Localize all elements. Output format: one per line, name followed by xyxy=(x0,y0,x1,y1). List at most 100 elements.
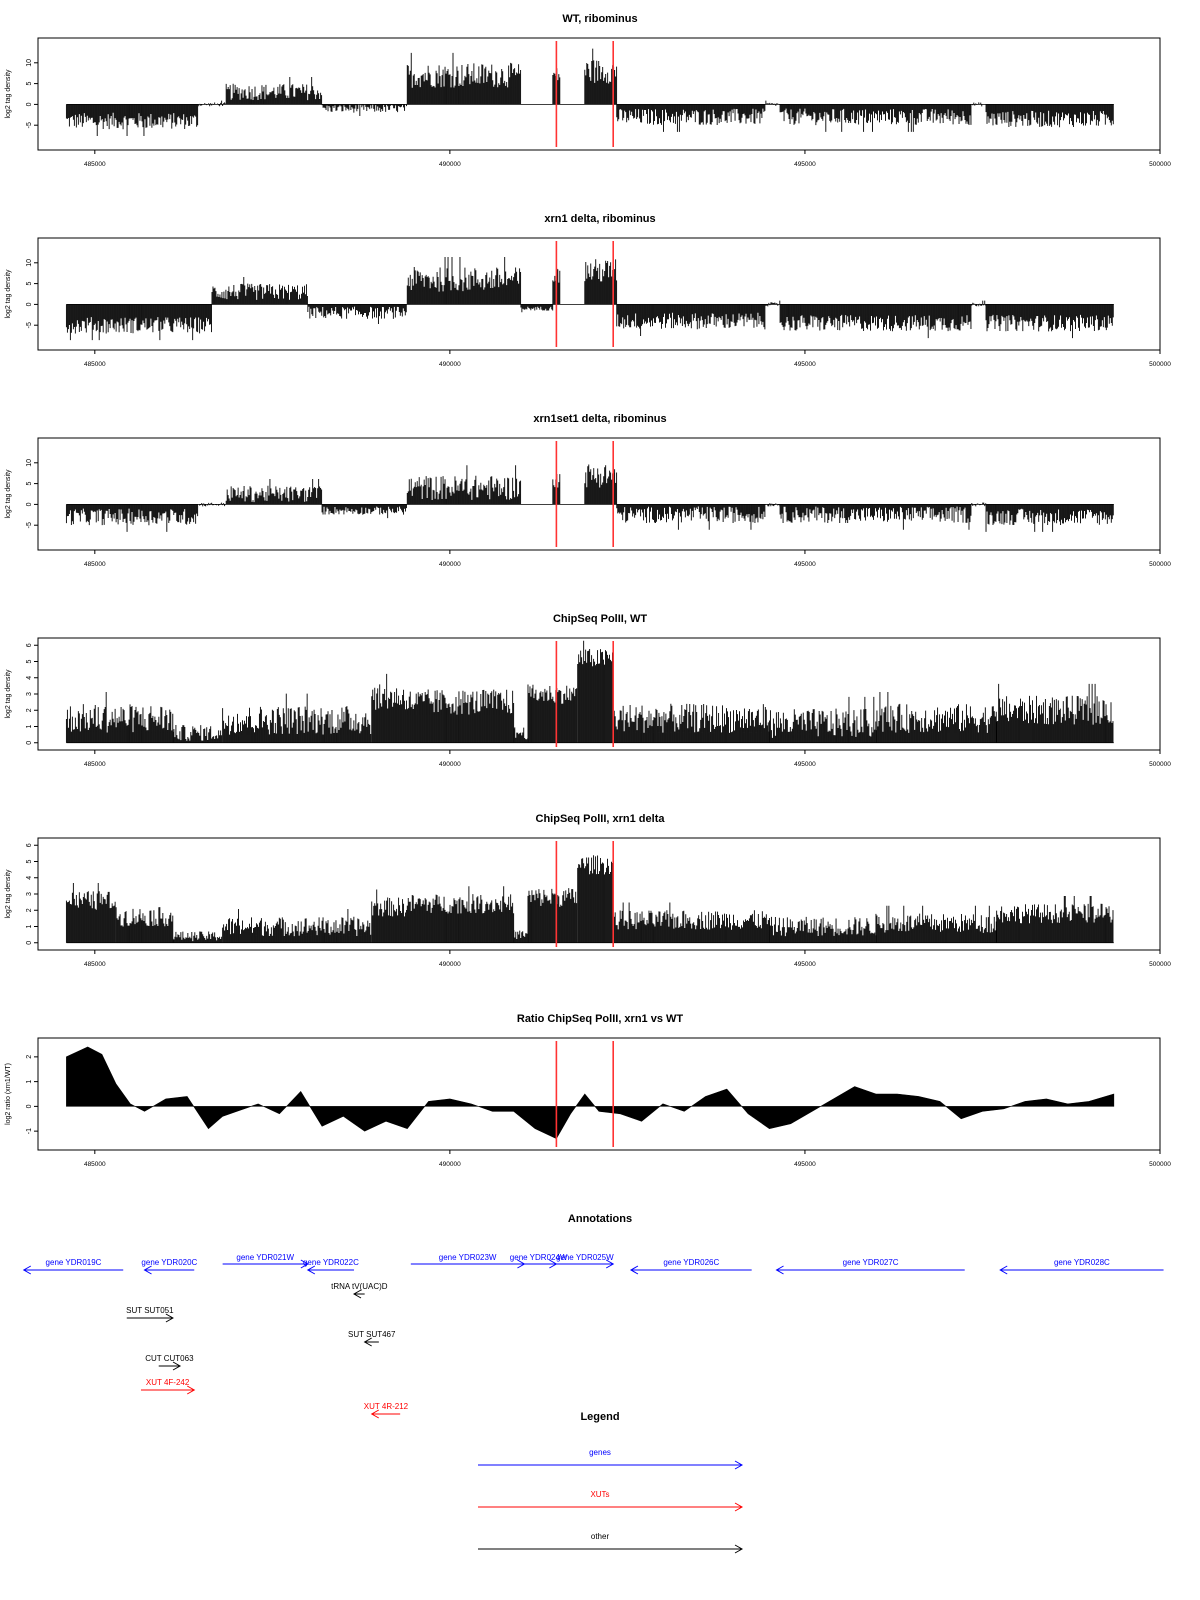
y-axis-label: log2 ratio (xrn1/WT) xyxy=(5,1063,12,1125)
x-tick-label: 490000 xyxy=(439,961,461,968)
signal-segment xyxy=(616,104,766,132)
annotation-feature: gene YDR026C xyxy=(629,1258,752,1275)
y-axis-label: log2 tag density xyxy=(5,869,12,919)
signal-segment xyxy=(513,930,529,943)
y-tick-label: 0 xyxy=(26,302,33,306)
signal-segment xyxy=(779,304,972,339)
chart-title: xrn1set1 delta, ribominus xyxy=(533,413,666,425)
annotation-feature: gene YDR028C xyxy=(999,1258,1164,1275)
annotation-label: gene YDR027C xyxy=(843,1258,899,1267)
annotation-feature: SUT SUT051 xyxy=(126,1306,174,1323)
y-tick-label: 5 xyxy=(26,282,33,286)
annotation-label: gene YDR021W xyxy=(236,1253,294,1262)
signal-segment xyxy=(172,725,223,743)
ratio-area xyxy=(66,1046,1115,1139)
signal-segment xyxy=(307,304,407,324)
plot-frame xyxy=(37,237,1161,351)
x-tick-label: 500000 xyxy=(1149,1161,1171,1168)
signal-segment xyxy=(527,684,578,743)
annotations-panel: Annotations gene YDR019C gene YDR020C gene … xyxy=(22,1213,1164,1419)
chart-panel-4: ChipSeq PolII, WT 0 1 2 3 4 5 6 log2 tag density… xyxy=(5,613,1171,768)
signal-segment xyxy=(584,48,618,105)
signal-segment xyxy=(65,882,116,943)
chart-title: WT, ribominus xyxy=(562,13,637,25)
y-tick-label: 4 xyxy=(26,676,33,680)
signal-segment xyxy=(875,905,997,943)
signal-segment xyxy=(406,886,515,943)
chart-title: xrn1 delta, ribominus xyxy=(544,213,655,225)
y-tick-label: 3 xyxy=(26,892,33,896)
annotation-label: gene YDR022C xyxy=(303,1258,359,1267)
signal-segment xyxy=(513,727,529,743)
annotation-feature: tRNA tV(UAC)D xyxy=(331,1282,388,1299)
x-tick-label: 485000 xyxy=(84,1161,106,1168)
signal-segment xyxy=(985,304,1114,339)
signal-segment xyxy=(406,689,515,743)
y-tick-label: 10 xyxy=(26,259,33,267)
chart-title: ChipSeq PolII, WT xyxy=(553,613,647,625)
y-tick-label: 5 xyxy=(26,859,33,863)
x-tick-label: 485000 xyxy=(84,561,106,568)
annotation-feature: SUT SUT467 xyxy=(348,1330,396,1347)
x-tick-label: 490000 xyxy=(439,1161,461,1168)
legend-label: genes xyxy=(589,1448,611,1457)
x-tick-label: 495000 xyxy=(794,561,816,568)
y-axis-label: log2 tag density xyxy=(5,469,12,519)
chart-panel-1: WT, ribominus -5 0 5 10 log2 tag density 48500… xyxy=(5,13,1171,168)
signal-segment xyxy=(520,304,554,313)
annotation-feature: XUT 4R-212 xyxy=(364,1402,409,1419)
annotation-label: SUT SUT051 xyxy=(126,1306,174,1315)
annotation-label: XUT 4R-212 xyxy=(364,1402,409,1411)
x-tick-label: 495000 xyxy=(794,361,816,368)
signal-segment xyxy=(612,902,770,943)
y-tick-label: 2 xyxy=(26,708,33,712)
signal-segment xyxy=(65,692,174,743)
y-tick-label: 6 xyxy=(26,843,33,847)
annotation-feature: CUT CUT063 xyxy=(145,1354,194,1371)
annotation-label: gene YDR026C xyxy=(663,1258,719,1267)
signal-segment xyxy=(765,300,781,307)
y-tick-label: 2 xyxy=(26,1055,33,1059)
signal-segment xyxy=(527,888,578,943)
signal-segment xyxy=(996,683,1114,743)
x-tick-label: 500000 xyxy=(1149,361,1171,368)
signal-segment xyxy=(612,703,770,743)
y-tick-label: 3 xyxy=(26,692,33,696)
signal-segment xyxy=(65,504,199,532)
annotation-feature: XUT 4F-242 xyxy=(140,1378,196,1395)
x-tick-label: 490000 xyxy=(439,761,461,768)
signal-segment xyxy=(225,76,323,105)
annotations-title: Annotations xyxy=(568,1213,632,1225)
y-tick-label: 5 xyxy=(26,482,33,486)
chart-panel-2: xrn1 delta, ribominus -5 0 5 10 log2 tag dens… xyxy=(5,213,1171,368)
x-tick-label: 495000 xyxy=(794,1161,816,1168)
annotation-label: CUT CUT063 xyxy=(145,1354,194,1363)
x-tick-label: 495000 xyxy=(794,761,816,768)
y-tick-label: 10 xyxy=(26,59,33,67)
signal-segment xyxy=(971,300,987,307)
signal-segment xyxy=(197,502,227,507)
signal-segment xyxy=(971,502,987,507)
annotation-label: gene YDR023W xyxy=(439,1253,497,1262)
x-tick-label: 485000 xyxy=(84,961,106,968)
y-tick-label: 0 xyxy=(26,941,33,945)
signal-segment xyxy=(577,640,613,743)
plot-frame xyxy=(37,1037,1161,1151)
legend: Legend genes XUTs other xyxy=(478,1411,744,1554)
y-tick-label: 0 xyxy=(26,741,33,745)
annotation-feature: gene YDR019C xyxy=(22,1258,124,1275)
annotation-feature: gene YDR021W xyxy=(222,1253,309,1269)
signal-segment xyxy=(222,693,372,743)
annotation-label: gene YDR024W xyxy=(510,1253,568,1262)
annotation-label: gene YDR019C xyxy=(46,1258,102,1267)
y-tick-label: 0 xyxy=(26,502,33,506)
y-tick-label: -5 xyxy=(26,522,33,528)
signal-segment xyxy=(65,104,199,137)
x-tick-label: 490000 xyxy=(439,161,461,168)
signal-segment xyxy=(765,503,781,507)
y-tick-label: 10 xyxy=(26,459,33,467)
x-tick-label: 500000 xyxy=(1149,961,1171,968)
signal-segment xyxy=(584,259,618,305)
signal-segment xyxy=(406,52,522,105)
signal-segment xyxy=(371,889,408,943)
